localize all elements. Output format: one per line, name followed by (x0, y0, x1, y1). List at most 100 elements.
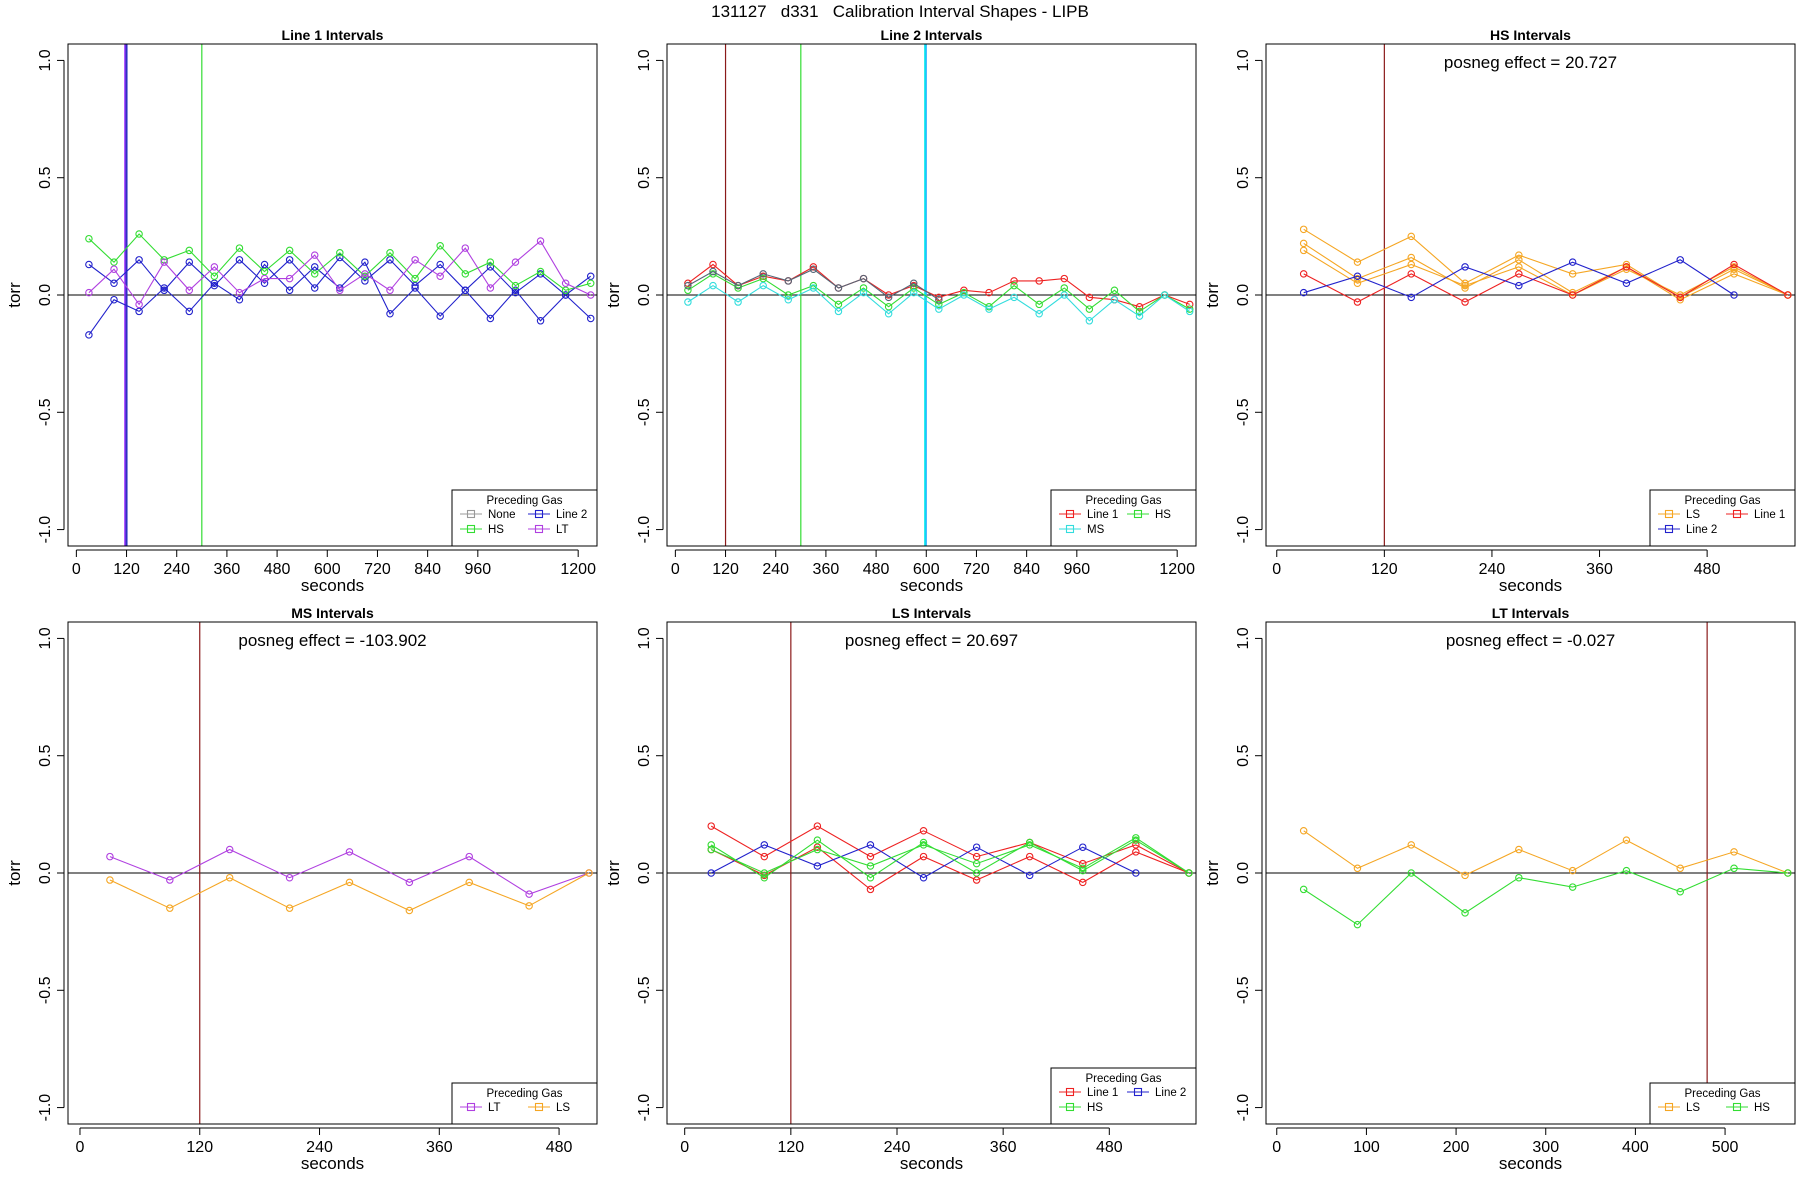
series-line-line-2 (1303, 259, 1735, 298)
x-tick-label: 360 (1586, 561, 1613, 578)
y-tick-label: 0.0 (636, 284, 653, 306)
data-point (1025, 838, 1034, 847)
data-point (1060, 291, 1069, 299)
data-point (759, 270, 767, 278)
data-point (210, 279, 219, 288)
data-point (336, 253, 344, 262)
data-point (85, 234, 93, 243)
data-point (1622, 263, 1631, 271)
data-point (809, 265, 818, 273)
series-line-hs (687, 273, 1190, 313)
legend-entry-line-1: Line 1 (1087, 1087, 1118, 1099)
x-tick-label: 480 (546, 1139, 573, 1156)
series-line-ls (109, 872, 590, 912)
legend-entry-line-2: Line 2 (556, 509, 587, 521)
data-point (285, 286, 294, 295)
data-point (760, 869, 769, 877)
data-point (235, 256, 244, 264)
data-point (1730, 864, 1738, 873)
series-line-line-2 (710, 844, 1137, 879)
x-tick-label: 120 (186, 1139, 213, 1156)
y-tick-label: -0.5 (636, 398, 653, 426)
data-point (110, 295, 118, 304)
panel-title: LS Intervals (892, 605, 972, 621)
x-axis-title: seconds (1499, 576, 1562, 595)
legend-box (1050, 1067, 1197, 1125)
x-tick-label: 0 (76, 1139, 85, 1156)
plot-frame (666, 43, 1197, 547)
x-tick-label: 120 (777, 1139, 804, 1156)
data-point (1676, 256, 1684, 264)
legend-swatch-box (1133, 509, 1143, 519)
y-axis-title: torr (1203, 282, 1222, 308)
x-tick-label: 1200 (1159, 561, 1195, 578)
y-axis-title: torr (604, 860, 623, 886)
series-line-line-1 (710, 846, 1190, 891)
data-point (709, 267, 717, 276)
data-point (1407, 841, 1416, 849)
data-point (436, 312, 444, 320)
data-point (586, 314, 595, 323)
data-point (813, 836, 822, 844)
legend-swatch-box (466, 1102, 476, 1112)
series-line-ms (687, 268, 940, 301)
legend-swatch-box (1133, 1087, 1143, 1097)
data-point (1515, 873, 1523, 882)
data-point (386, 286, 394, 295)
series-line-line-1 (710, 825, 1190, 874)
plot-area (68, 44, 597, 546)
x-axis-title: seconds (900, 1154, 963, 1173)
data-point (909, 279, 918, 288)
data-point (1568, 270, 1577, 278)
data-point (1079, 878, 1087, 887)
data-point (1407, 253, 1416, 262)
legend-entry-line-2: Line 2 (1686, 524, 1717, 536)
data-point (734, 284, 742, 292)
x-tick-label: 1200 (560, 561, 596, 578)
x-tick-label: 720 (963, 561, 990, 578)
data-point (411, 256, 419, 264)
x-axis-title: seconds (301, 1154, 364, 1173)
data-point (760, 873, 769, 882)
data-point (909, 284, 918, 292)
data-point (1079, 864, 1087, 873)
data-point (235, 295, 244, 304)
data-point (465, 878, 473, 887)
data-point (1035, 300, 1043, 309)
data-point (935, 305, 943, 313)
legend: Preceding Gas LS Line 1 Line 2 (1649, 489, 1796, 547)
data-point (1407, 232, 1416, 241)
legend-box (1649, 489, 1796, 547)
x-tick-label: 600 (913, 561, 940, 578)
x-tick-label: 360 (426, 1139, 453, 1156)
data-point (985, 288, 993, 297)
data-point (586, 279, 595, 288)
legend-entry-hs: HS (488, 524, 504, 536)
data-point (361, 270, 369, 278)
data-point (1353, 272, 1362, 280)
data-point (919, 873, 928, 882)
data-point (1515, 845, 1523, 854)
data-point (345, 878, 354, 887)
posneg-annotation: posneg effect = 20.697 (845, 631, 1018, 650)
y-tick-label: 1.0 (37, 627, 54, 649)
data-point (859, 274, 868, 283)
data-point (511, 286, 520, 295)
panel-1: Line 1 Intervals 0 120 240 360 480 600 720 840 96… (5, 27, 598, 595)
panel-6: LT Intervals 0 100 200 300 400 500 seconds -1.0 -… (1203, 605, 1796, 1173)
data-point (1135, 302, 1144, 311)
data-point (884, 310, 893, 318)
data-point (310, 270, 319, 278)
data-point (1135, 307, 1144, 316)
data-point (235, 244, 244, 252)
data-point (784, 277, 793, 285)
data-point (759, 272, 767, 280)
plot-frame (1265, 621, 1796, 1125)
y-tick-label: 1.0 (1235, 49, 1252, 71)
plot-frame (666, 621, 1197, 1125)
data-point (85, 331, 93, 339)
data-point (1132, 841, 1140, 849)
data-point (465, 852, 473, 861)
data-point (1010, 293, 1018, 302)
data-point (511, 288, 520, 297)
